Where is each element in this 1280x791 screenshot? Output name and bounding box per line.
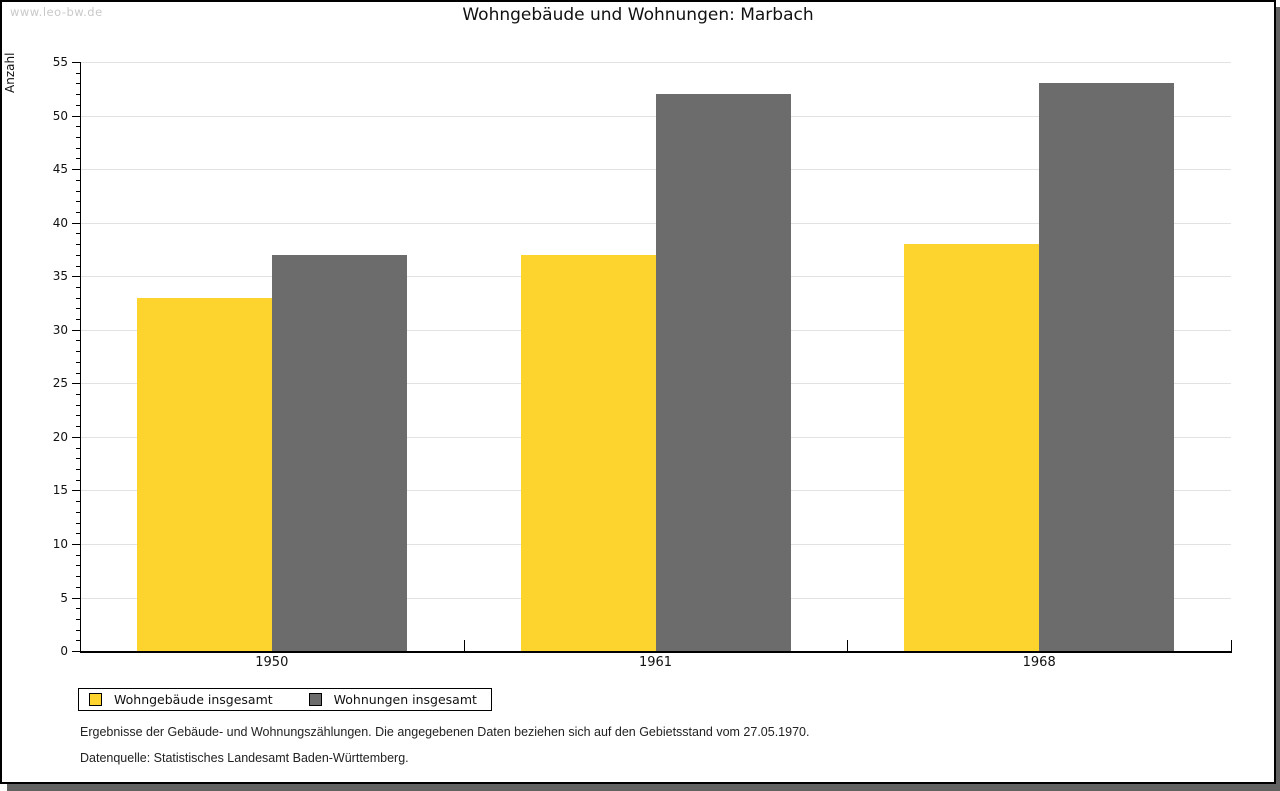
- y-tick-30: [72, 329, 80, 331]
- y-tick-55: [72, 62, 80, 63]
- y-tick-43: [76, 190, 80, 192]
- y-tick-52: [76, 94, 80, 96]
- y-tick-18: [76, 458, 80, 460]
- bar-series2-1968: [1039, 83, 1175, 651]
- y-tick-label-50: 50: [52, 108, 68, 123]
- y-tick-45: [72, 169, 80, 171]
- y-tick-26: [76, 372, 80, 374]
- bar-series1-1961: [520, 255, 656, 651]
- legend-item-wohngebaeude: Wohngebäude insgesamt: [89, 692, 273, 707]
- y-tick-29: [76, 340, 80, 342]
- y-tick-21: [76, 426, 80, 428]
- y-tick-label-0: 0: [60, 644, 68, 658]
- x-tick-label-1961: 1961: [638, 655, 673, 670]
- y-tick-label-40: 40: [52, 215, 68, 230]
- y-tick-label-30: 30: [52, 322, 68, 337]
- x-axis-line: [80, 651, 1232, 653]
- y-tick-label-5: 5: [60, 590, 68, 605]
- y-tick-42: [76, 201, 80, 203]
- x-boundary-tick-2: [847, 640, 849, 651]
- y-tick-5: [72, 597, 80, 599]
- y-tick-10: [72, 543, 80, 545]
- y-tick-7: [76, 576, 80, 577]
- y-tick-51: [76, 104, 80, 106]
- gridline-55: [81, 62, 1231, 63]
- y-tick-49: [76, 126, 80, 128]
- plot-area: 0 5 10 15 20 25 30 35 40 45 50 55 1950 1961 1968: [2, 2, 1274, 782]
- y-tick-15: [72, 490, 80, 492]
- y-tick-4: [76, 608, 80, 610]
- y-tick-22: [76, 415, 80, 417]
- bar-series2-1961: [655, 94, 791, 651]
- y-tick-23: [76, 404, 80, 406]
- legend-swatch-wohngebaeude-icon: [89, 693, 102, 706]
- y-tick-0: [72, 651, 80, 652]
- y-tick-14: [76, 501, 80, 503]
- y-tick-17: [76, 468, 80, 470]
- y-axis-line: [80, 62, 81, 651]
- y-tick-1: [76, 640, 80, 642]
- y-tick-label-35: 35: [52, 269, 68, 284]
- y-tick-label-15: 15: [52, 483, 68, 498]
- y-tick-25: [72, 383, 80, 385]
- y-tick-6: [76, 586, 80, 588]
- y-tick-3: [76, 618, 80, 620]
- y-tick-50: [72, 115, 80, 117]
- y-tick-label-10: 10: [52, 536, 68, 551]
- y-tick-34: [76, 286, 80, 288]
- bar-series1-1950: [136, 298, 272, 651]
- y-tick-41: [76, 211, 80, 213]
- y-tick-27: [76, 361, 80, 363]
- y-tick-48: [76, 137, 80, 138]
- y-tick-24: [76, 394, 80, 395]
- y-tick-label-55: 55: [52, 55, 68, 69]
- y-tick-9: [76, 554, 80, 556]
- y-tick-46: [76, 158, 80, 160]
- y-tick-20: [72, 436, 80, 438]
- x-boundary-tick-1: [463, 640, 465, 651]
- y-tick-53: [76, 83, 80, 85]
- y-tick-37: [76, 254, 80, 256]
- y-tick-16: [76, 479, 80, 481]
- y-tick-38: [76, 244, 80, 246]
- y-tick-label-25: 25: [52, 376, 68, 391]
- watermark: www.leo-bw.de: [10, 5, 103, 19]
- y-tick-8: [76, 565, 80, 567]
- y-tick-label-20: 20: [52, 429, 68, 444]
- y-tick-label-45: 45: [52, 162, 68, 177]
- y-tick-11: [76, 533, 80, 535]
- y-tick-54: [76, 72, 80, 74]
- legend-label-wohnungen: Wohnungen insgesamt: [333, 692, 477, 707]
- y-tick-44: [76, 179, 80, 181]
- y-tick-2: [76, 629, 80, 631]
- y-tick-47: [76, 147, 80, 149]
- y-tick-35: [72, 276, 80, 278]
- footnote-line1: Ergebnisse der Gebäude- und Wohnungszähl…: [80, 725, 810, 739]
- legend-swatch-wohnungen-icon: [308, 693, 322, 706]
- y-tick-28: [76, 351, 80, 353]
- legend-item-wohnungen: Wohnungen insgesamt: [308, 692, 477, 707]
- y-tick-12: [76, 522, 80, 524]
- legend: Wohngebäude insgesamt Wohnungen insgesam…: [78, 688, 492, 711]
- y-tick-36: [76, 265, 80, 267]
- y-tick-39: [76, 233, 80, 235]
- y-tick-32: [76, 308, 80, 310]
- x-boundary-tick-3: [1231, 640, 1232, 651]
- x-tick-label-1950: 1950: [255, 655, 289, 670]
- bar-series2-1950: [271, 255, 407, 651]
- y-tick-33: [76, 297, 80, 299]
- y-tick-13: [76, 511, 80, 513]
- y-tick-19: [76, 447, 80, 449]
- x-tick-label-1968: 1968: [1022, 655, 1056, 670]
- bar-series1-1968: [904, 244, 1040, 651]
- legend-label-wohngebaeude: Wohngebäude insgesamt: [114, 692, 273, 707]
- footnote-line2: Datenquelle: Statistisches Landesamt Bad…: [80, 751, 409, 765]
- y-tick-40: [72, 222, 80, 224]
- chart-title: Wohngebäude und Wohnungen: Marbach: [462, 5, 814, 25]
- y-tick-31: [76, 319, 80, 320]
